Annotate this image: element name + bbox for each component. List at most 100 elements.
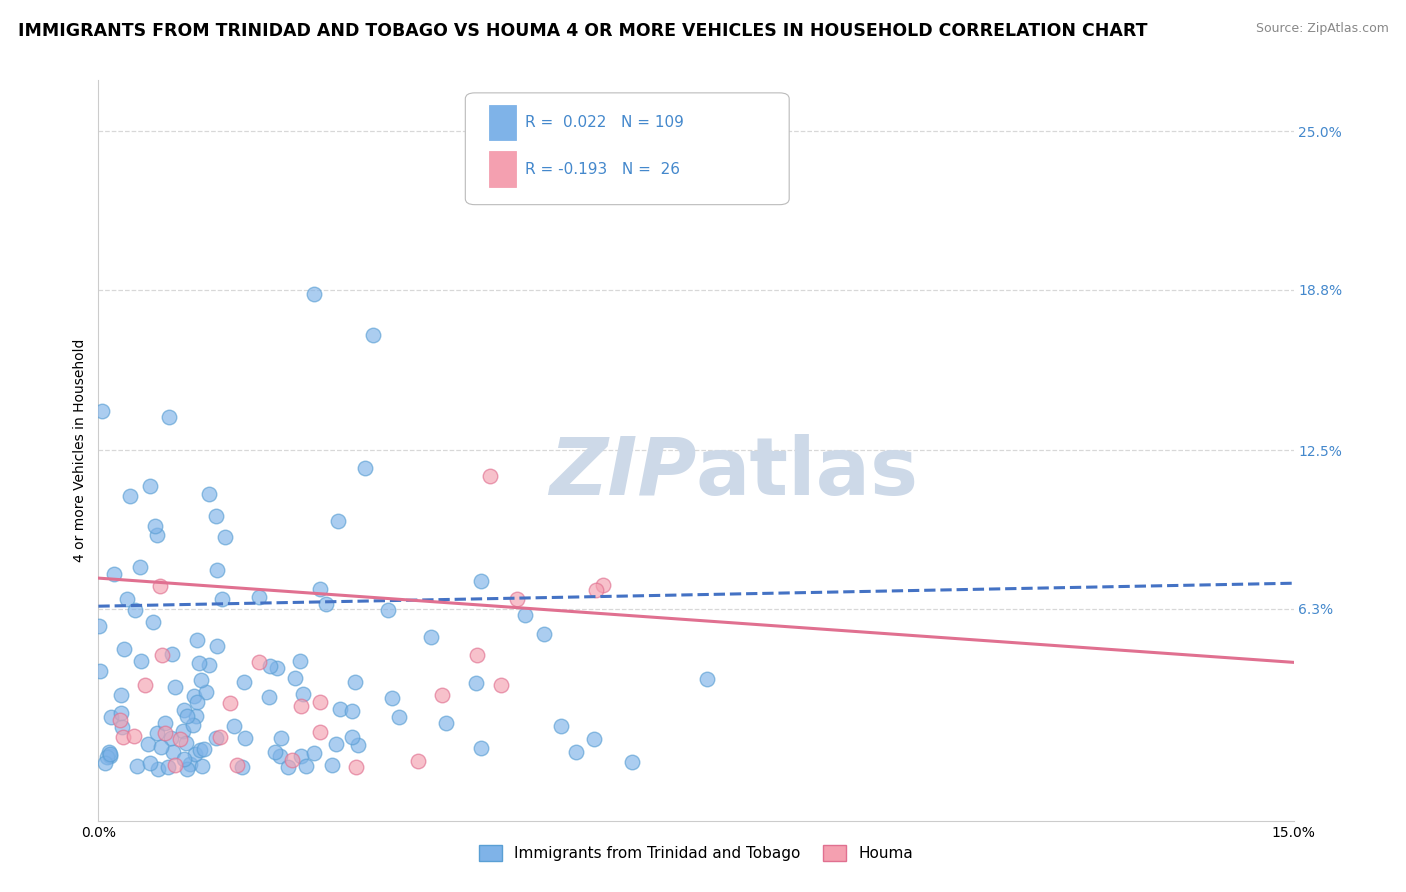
Point	[181, 718, 204, 732]
Point	[91, 404, 114, 418]
Point	[187, 657, 209, 671]
Point	[583, 731, 606, 746]
Bar	[489, 104, 516, 140]
Point	[150, 648, 173, 662]
Point	[198, 486, 221, 500]
Point	[222, 719, 245, 733]
Point	[430, 688, 453, 702]
Point	[550, 719, 572, 733]
Point	[110, 688, 132, 702]
Point	[160, 647, 183, 661]
Point	[108, 713, 131, 727]
Point	[169, 732, 191, 747]
Point	[214, 530, 236, 544]
Point	[211, 591, 233, 606]
FancyBboxPatch shape	[465, 93, 789, 204]
Point	[225, 757, 247, 772]
Point	[321, 758, 343, 772]
Point	[129, 654, 152, 668]
Point	[247, 655, 270, 669]
Point	[149, 579, 172, 593]
Point	[325, 737, 347, 751]
Point	[263, 745, 285, 759]
Point	[266, 661, 288, 675]
Point	[302, 287, 325, 301]
Point	[270, 731, 292, 745]
Point	[176, 709, 198, 723]
Point	[696, 672, 718, 686]
Point	[464, 676, 486, 690]
Point	[153, 726, 176, 740]
Point	[139, 479, 162, 493]
Point	[163, 758, 186, 772]
Point	[186, 708, 208, 723]
Point	[142, 615, 165, 629]
Point	[172, 723, 194, 738]
Point	[329, 702, 352, 716]
Point	[125, 759, 148, 773]
Legend: Immigrants from Trinidad and Tobago, Houma: Immigrants from Trinidad and Tobago, Hou…	[471, 838, 921, 869]
Point	[124, 602, 146, 616]
Point	[98, 747, 121, 761]
Point	[136, 737, 159, 751]
Point	[281, 752, 304, 766]
Point	[292, 687, 315, 701]
Point	[585, 582, 607, 597]
Point	[162, 745, 184, 759]
Point	[342, 730, 364, 744]
Point	[479, 469, 502, 483]
Point	[98, 749, 121, 764]
Point	[156, 760, 179, 774]
Point	[288, 654, 311, 668]
Point	[308, 724, 330, 739]
Point	[160, 731, 183, 745]
Point	[269, 748, 291, 763]
Point	[231, 759, 253, 773]
Point	[506, 591, 529, 606]
Point	[406, 754, 429, 768]
Point	[149, 740, 172, 755]
Point	[100, 709, 122, 723]
Text: Source: ZipAtlas.com: Source: ZipAtlas.com	[1256, 22, 1389, 36]
Point	[103, 567, 125, 582]
Point	[194, 685, 217, 699]
Point	[205, 731, 228, 746]
Point	[344, 674, 367, 689]
Point	[513, 607, 536, 622]
Point	[183, 689, 205, 703]
Point	[381, 691, 404, 706]
Point	[179, 757, 201, 772]
Point	[340, 705, 363, 719]
Point	[188, 743, 211, 757]
Point	[309, 695, 332, 709]
Text: IMMIGRANTS FROM TRINIDAD AND TOBAGO VS HOUMA 4 OR MORE VEHICLES IN HOUSEHOLD COR: IMMIGRANTS FROM TRINIDAD AND TOBAGO VS H…	[18, 22, 1147, 40]
Text: R = -0.193   N =  26: R = -0.193 N = 26	[524, 161, 681, 177]
Point	[205, 509, 228, 524]
Point	[112, 641, 135, 656]
Point	[533, 627, 555, 641]
Text: ZIP: ZIP	[548, 434, 696, 512]
Point	[190, 673, 212, 687]
Point	[148, 762, 170, 776]
Point	[96, 750, 118, 764]
Point	[465, 648, 488, 662]
Point	[302, 746, 325, 760]
Point	[139, 756, 162, 771]
Point	[290, 748, 312, 763]
Point	[198, 658, 221, 673]
Point	[377, 602, 399, 616]
Point	[434, 715, 457, 730]
Point	[295, 758, 318, 772]
Point	[308, 582, 330, 596]
Point	[354, 461, 377, 475]
Point	[186, 695, 208, 709]
Point	[328, 514, 350, 528]
Point	[621, 756, 644, 770]
Point	[247, 591, 270, 605]
Point	[218, 696, 240, 710]
Point	[129, 559, 152, 574]
Point	[134, 678, 156, 692]
Point	[155, 716, 177, 731]
Point	[110, 706, 132, 720]
Point	[592, 578, 614, 592]
